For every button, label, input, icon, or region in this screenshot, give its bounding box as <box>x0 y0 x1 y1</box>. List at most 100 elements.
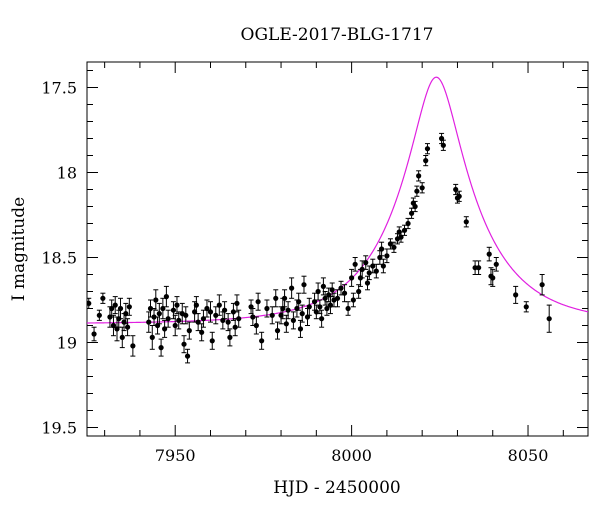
data-marker <box>463 219 469 225</box>
data-marker <box>414 188 420 194</box>
data-marker <box>290 317 296 323</box>
data-point <box>379 241 385 257</box>
data-marker <box>412 203 418 210</box>
data-marker <box>424 146 431 152</box>
data-marker <box>391 244 397 250</box>
data-marker <box>126 304 132 310</box>
plot-area <box>86 61 589 437</box>
data-marker <box>329 287 335 293</box>
data-marker <box>476 265 482 271</box>
data-point <box>423 155 429 167</box>
data-point <box>299 304 305 323</box>
data-point <box>87 297 92 309</box>
data-marker <box>299 311 305 317</box>
data-marker <box>146 319 152 325</box>
data-point <box>174 296 180 315</box>
data-points-layer <box>87 132 552 364</box>
model-curve-layer <box>87 76 588 324</box>
data-point <box>147 299 154 318</box>
data-marker <box>486 251 492 257</box>
data-point <box>319 309 325 328</box>
data-point <box>306 297 312 316</box>
data-marker <box>174 302 180 308</box>
data-point <box>338 280 344 296</box>
data-point <box>156 302 162 325</box>
data-marker <box>110 322 117 329</box>
data-point <box>419 182 425 194</box>
data-point <box>124 318 131 337</box>
data-point <box>110 314 117 337</box>
data-marker <box>227 334 233 340</box>
data-marker <box>207 309 214 315</box>
data-marker <box>156 311 162 317</box>
data-point <box>216 294 222 316</box>
data-point <box>350 292 356 308</box>
data-marker <box>297 326 304 332</box>
data-point <box>322 291 328 306</box>
data-marker <box>199 329 205 335</box>
data-marker <box>523 304 529 310</box>
data-marker <box>225 319 231 325</box>
data-marker <box>250 314 256 320</box>
data-marker <box>87 300 92 306</box>
plot-frame <box>86 61 589 437</box>
data-marker <box>163 294 169 300</box>
data-point <box>230 302 237 321</box>
data-marker <box>283 321 289 327</box>
data-point <box>513 285 519 304</box>
data-marker <box>366 270 372 276</box>
data-marker <box>176 317 182 323</box>
data-point <box>297 319 304 338</box>
data-point <box>100 292 106 304</box>
y-tick-labels: 17.5 18 18.5 19 19.5 <box>41 79 77 438</box>
data-marker <box>296 299 302 305</box>
data-point <box>401 224 408 236</box>
data-marker <box>130 343 136 349</box>
data-marker <box>273 295 279 301</box>
data-point <box>384 248 390 264</box>
data-marker <box>423 158 429 164</box>
data-marker <box>193 302 199 308</box>
data-point <box>96 309 102 321</box>
data-point <box>181 335 187 354</box>
data-marker <box>384 253 390 259</box>
data-marker <box>322 295 328 301</box>
data-marker <box>209 338 215 344</box>
data-marker <box>338 285 344 291</box>
data-point <box>456 190 462 202</box>
data-point <box>274 321 281 340</box>
data-point <box>352 257 358 272</box>
y-tick-label: 19 <box>57 334 77 353</box>
data-marker <box>213 312 219 318</box>
data-point <box>493 257 499 272</box>
data-point <box>193 296 199 315</box>
data-marker <box>345 305 351 312</box>
data-point <box>349 268 355 287</box>
data-marker <box>490 275 496 281</box>
data-point <box>315 282 321 301</box>
data-point <box>112 296 118 315</box>
data-marker <box>350 297 356 303</box>
data-point <box>285 301 291 320</box>
data-marker <box>117 305 124 312</box>
data-point <box>221 301 228 320</box>
data-marker <box>100 295 106 301</box>
data-point <box>490 268 496 287</box>
data-marker <box>352 261 358 267</box>
data-point <box>329 282 335 298</box>
x-tick-label: 8050 <box>508 446 549 465</box>
data-marker <box>158 345 164 351</box>
data-marker <box>281 295 288 301</box>
data-point <box>405 217 411 230</box>
y-axis-label: I magnitude <box>9 197 29 301</box>
data-marker <box>124 324 131 330</box>
x-tick-label: 7950 <box>155 446 196 465</box>
data-marker <box>349 275 355 281</box>
data-point <box>162 319 168 338</box>
data-point <box>523 301 529 313</box>
data-marker <box>456 193 462 199</box>
data-marker <box>363 260 369 266</box>
data-marker <box>153 297 159 303</box>
data-point <box>283 314 289 333</box>
data-marker <box>315 288 321 295</box>
